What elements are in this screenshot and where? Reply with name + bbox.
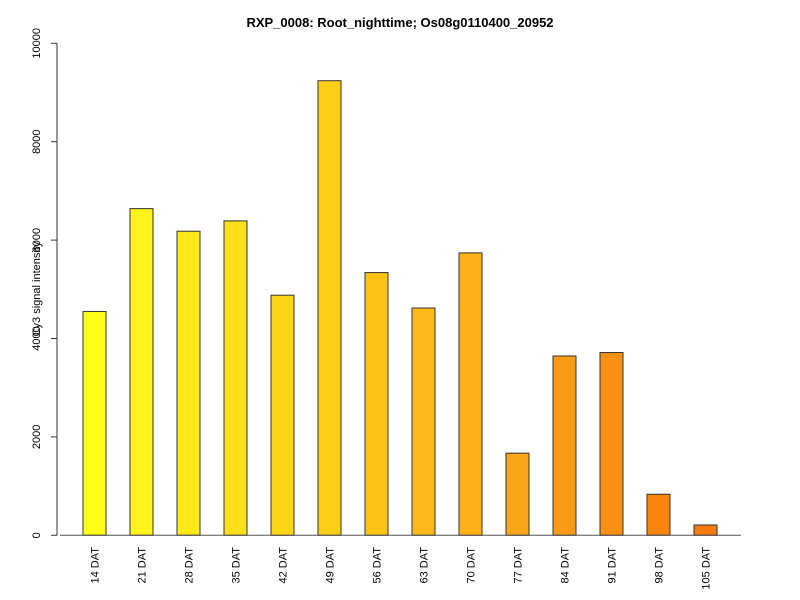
bar-91-dat (599, 352, 624, 536)
y-tick-label: 10000 (31, 28, 43, 59)
y-tick-label: 2000 (31, 425, 43, 449)
x-tick-label: 56 DAT (372, 547, 384, 584)
x-tick-label: 84 DAT (560, 547, 572, 584)
x-tick-label: 70 DAT (466, 547, 478, 584)
x-tick-label: 21 DAT (137, 547, 149, 584)
x-tick-label: 63 DAT (419, 547, 431, 584)
x-tick-label: 35 DAT (231, 547, 243, 584)
y-tick-label: 4000 (31, 326, 43, 350)
x-tick-label: 49 DAT (325, 547, 337, 584)
bar-21-dat (129, 208, 154, 536)
bar-14-dat (82, 310, 107, 536)
x-axis-labels: 14 DAT 21 DAT 28 DAT 35 DAT 42 DAT 49 DAT 56 D… (90, 547, 713, 590)
bar-56-dat (364, 272, 389, 536)
x-tick-label: 105 DAT (701, 547, 713, 590)
y-tick-label: 6000 (31, 228, 43, 252)
bar-98-dat (646, 493, 671, 536)
x-tick-label: 42 DAT (278, 547, 290, 584)
bars (82, 80, 718, 536)
bar-42-dat (270, 294, 295, 536)
y-tick-label: 8000 (31, 129, 43, 153)
bar-28-dat (176, 230, 201, 536)
x-tick-label: 28 DAT (184, 547, 196, 584)
y-tick-label: 0 (31, 532, 43, 538)
bar-84-dat (552, 355, 577, 536)
x-tick-label: 77 DAT (513, 547, 525, 584)
y-axis-label: Cy3 signal intensity (31, 241, 43, 336)
bar-49-dat (317, 80, 342, 536)
x-tick-label: 98 DAT (654, 547, 666, 584)
y-axis: 0 2000 4000 6000 8000 10000 (31, 28, 58, 538)
bar-70-dat (458, 252, 483, 536)
bar-77-dat (505, 452, 530, 536)
bar-63-dat (411, 307, 436, 536)
bar-105-dat (693, 524, 718, 536)
x-tick-label: 14 DAT (90, 547, 102, 584)
x-tick-label: 91 DAT (607, 547, 619, 584)
chart-title: RXP_0008: Root_nighttime; Os08g0110400_2… (246, 15, 553, 30)
bar-35-dat (223, 220, 248, 536)
